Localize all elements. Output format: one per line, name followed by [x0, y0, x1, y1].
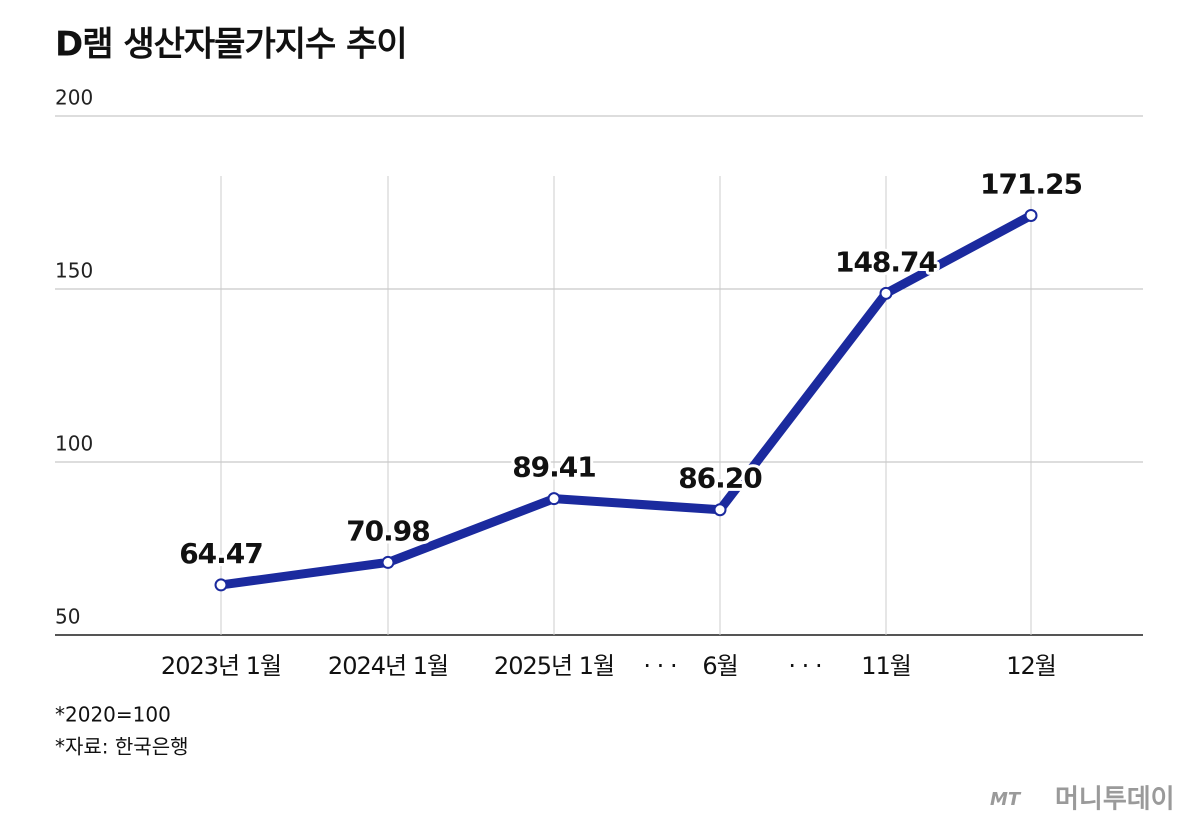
y-tick-label: 150 [55, 259, 93, 283]
separator: · · · [643, 652, 676, 680]
x-tick-label: 12월 [1006, 652, 1056, 680]
data-label: 148.74 [835, 245, 938, 278]
data-label: 70.98 [346, 514, 430, 547]
data-point [214, 578, 228, 592]
data-point [381, 555, 395, 569]
data-point [547, 492, 561, 506]
data-label: 86.20 [678, 462, 762, 495]
data-label: 89.41 [512, 451, 596, 484]
source: *자료: 한국은행 [55, 735, 189, 759]
x-tick-label: 2025년 1월 [494, 652, 614, 680]
footnote: *2020=100 [55, 703, 171, 727]
logo: 머니투데이 [1055, 785, 1175, 815]
logo-mark: MT [990, 789, 1022, 810]
separator: · · · [788, 652, 821, 680]
x-tick-label: 2024년 1월 [328, 652, 448, 680]
chart-title: D램 생산자물가지수 추이 [55, 25, 407, 65]
data-point [879, 286, 893, 300]
data-line [216, 210, 1036, 590]
x-tick-label: 2023년 1월 [161, 652, 281, 680]
data-label: 171.25 [980, 167, 1082, 200]
y-tick-label: 200 [55, 86, 93, 110]
data-point [1024, 208, 1038, 222]
y-tick-label: 100 [55, 432, 93, 456]
data-point [713, 503, 727, 517]
x-tick-label: 11월 [861, 652, 911, 680]
x-tick-label: 6월 [702, 652, 737, 680]
y-tick-label: 50 [55, 605, 80, 629]
data-label: 64.47 [179, 537, 263, 570]
